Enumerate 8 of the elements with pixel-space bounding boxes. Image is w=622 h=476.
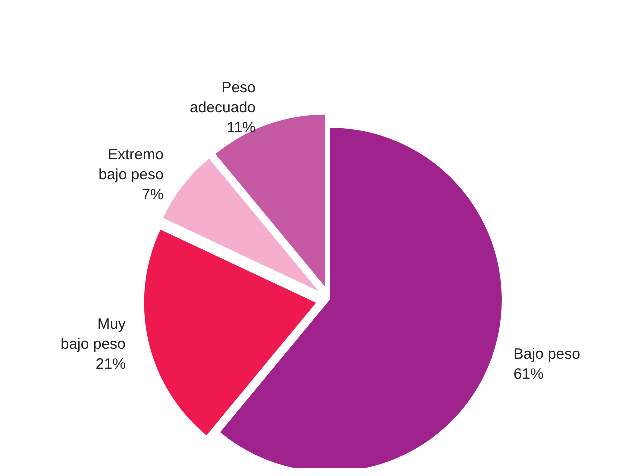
slice-label: Peso adecuado [190,80,256,117]
slice-label: Bajo peso [514,346,580,363]
data-label: 61% [514,366,544,383]
data-label: 21% [96,356,126,373]
slice-label: Extremo bajo peso [98,146,164,184]
slice-label: Muy bajo peso [60,316,126,353]
data-label: 7% [142,186,164,204]
data-label: 11% [226,120,256,137]
